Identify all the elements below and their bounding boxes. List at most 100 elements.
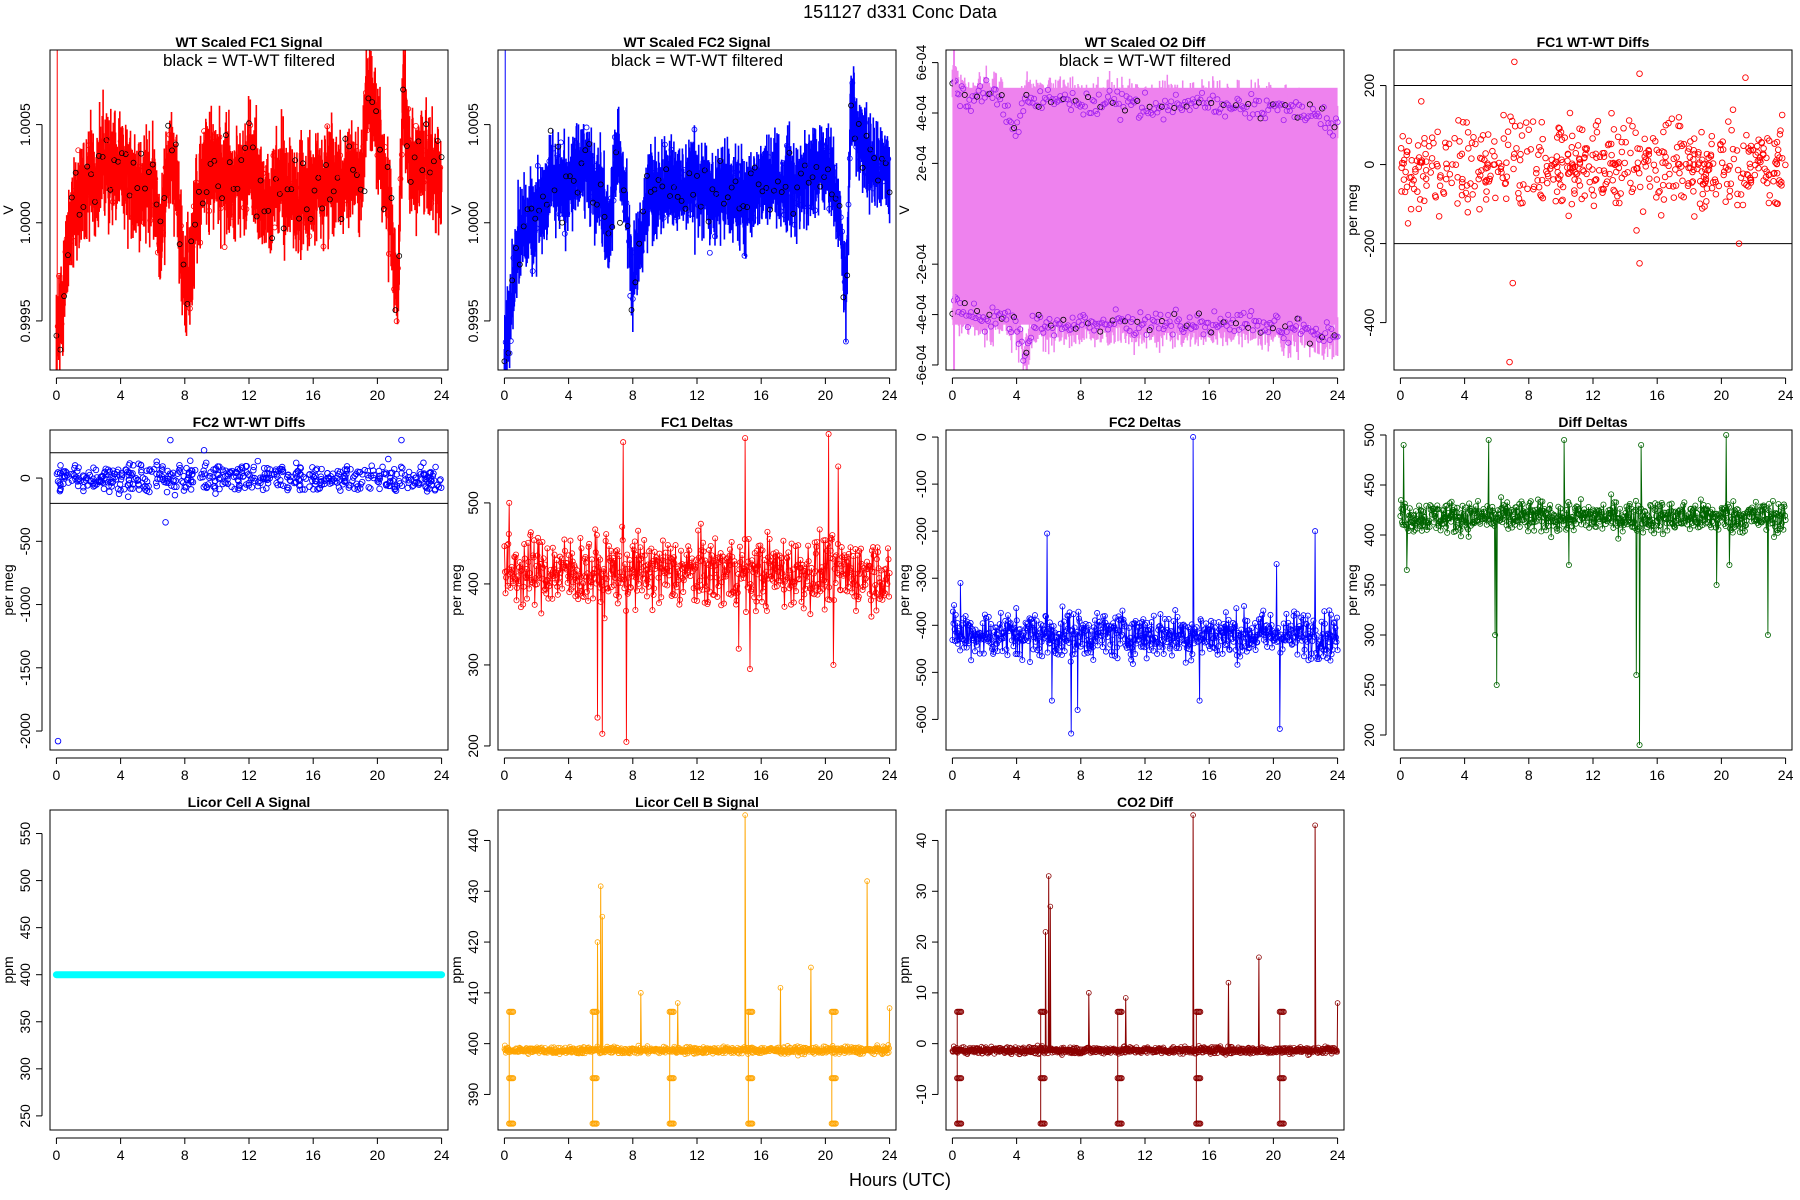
data-point (778, 189, 785, 195)
y-axis-label: V (896, 205, 912, 215)
data-point (1001, 102, 1008, 109)
data-point (833, 552, 840, 559)
data-point (1249, 327, 1256, 334)
data-point (133, 179, 139, 185)
data-point (844, 272, 851, 279)
data-point (514, 230, 521, 237)
data-point (1239, 634, 1246, 641)
data-point (280, 482, 287, 490)
data-point (305, 182, 311, 189)
data-point (853, 607, 860, 614)
data-point (849, 80, 856, 86)
data-point (700, 539, 707, 546)
data-point (769, 166, 776, 173)
data-point (1286, 320, 1293, 327)
data-point (1248, 90, 1255, 97)
data-point (1126, 327, 1133, 334)
data-point (1778, 182, 1785, 189)
data-point (1571, 176, 1578, 183)
data-point (685, 543, 692, 550)
data-point (222, 479, 230, 487)
data-point (393, 318, 400, 325)
data-point (504, 542, 511, 549)
data-point (1765, 171, 1773, 179)
data-point (1081, 103, 1088, 110)
data-point (591, 574, 598, 581)
data-point (317, 172, 324, 179)
data-point (1014, 119, 1021, 126)
data-point (732, 584, 739, 591)
data-point (743, 563, 750, 570)
data-point (80, 204, 87, 210)
data-point (1112, 101, 1119, 108)
data-point (410, 163, 417, 169)
data-point (1081, 650, 1088, 657)
data-point (1722, 523, 1729, 530)
data-point (1202, 626, 1209, 633)
data-point (885, 156, 892, 162)
data-point (735, 194, 741, 200)
data-point (732, 178, 739, 185)
data-point (705, 599, 712, 606)
data-point (605, 588, 612, 595)
data-point (361, 188, 368, 195)
data-point (1599, 525, 1606, 532)
data-point (650, 204, 657, 210)
data-point (368, 462, 375, 470)
data-point (61, 472, 68, 480)
data-point (199, 473, 206, 481)
data-point (1214, 96, 1221, 103)
data-point (752, 608, 759, 615)
data-point (339, 174, 346, 181)
data-point (637, 544, 644, 551)
data-point (785, 567, 792, 574)
data-point (172, 477, 179, 484)
data-point (1707, 151, 1715, 159)
data-point (726, 552, 733, 559)
data-point (624, 223, 631, 229)
data-point (1192, 626, 1199, 633)
data-point (112, 154, 119, 161)
data-point (1160, 116, 1167, 123)
data-point (1068, 107, 1075, 114)
data-point (1197, 96, 1204, 103)
data-point (564, 210, 571, 217)
data-point (522, 239, 528, 246)
data-point (1644, 157, 1652, 164)
data-point (620, 576, 627, 583)
data-point (1011, 314, 1018, 321)
data-point (1756, 154, 1764, 161)
data-point (1685, 180, 1692, 187)
data-point (1058, 326, 1065, 333)
data-point (226, 159, 233, 166)
data-point (1008, 637, 1015, 644)
data-point (609, 224, 616, 230)
data-point (1416, 159, 1424, 166)
data-point (118, 469, 125, 477)
data-point (1415, 205, 1423, 213)
data-point (365, 95, 372, 102)
data-point (1205, 642, 1212, 649)
data-point-outlier (1636, 260, 1643, 267)
data-point (547, 127, 554, 134)
data-point (1653, 194, 1660, 201)
data-point (1101, 612, 1108, 619)
data-point (189, 478, 197, 486)
data-point (1578, 195, 1585, 203)
data-point (154, 249, 161, 256)
data-point (879, 580, 886, 587)
data-point (619, 537, 626, 544)
y-axis-label: per meg (448, 564, 464, 615)
data-point (767, 569, 774, 576)
data-point (319, 205, 326, 212)
data-point (784, 555, 791, 562)
data-point (862, 119, 869, 126)
data-point (1627, 179, 1634, 187)
data-point (1614, 133, 1622, 141)
data-point (516, 261, 523, 268)
data-point (207, 160, 214, 167)
data-point (1782, 161, 1789, 169)
data-point (1458, 191, 1466, 199)
data-point (366, 109, 373, 116)
data-point (701, 167, 708, 174)
